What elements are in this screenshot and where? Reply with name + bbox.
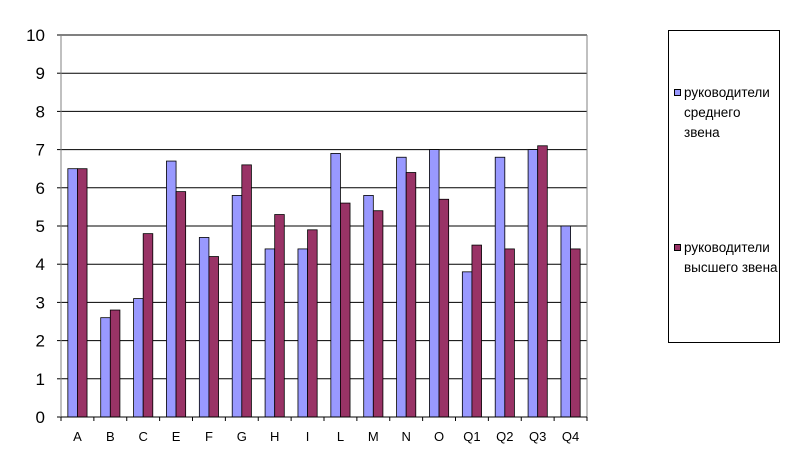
x-tick-label: G <box>237 429 247 444</box>
x-tick-label: Q1 <box>463 429 480 444</box>
bar-2-Q2 <box>504 248 515 418</box>
bar-2-E <box>175 191 187 418</box>
legend-swatch-series-2 <box>674 244 681 251</box>
x-tick-label: M <box>368 429 379 444</box>
bar-1-B <box>100 317 111 418</box>
bar-2-Q4 <box>570 248 581 418</box>
bar-1-I <box>297 248 308 418</box>
bar-1-C <box>133 298 144 418</box>
bar-2-I <box>307 229 318 418</box>
x-tick-label: Q3 <box>529 429 546 444</box>
bar-1-N <box>396 156 407 418</box>
x-tick-label: N <box>401 429 410 444</box>
y-tick-label: 2 <box>36 332 45 351</box>
x-tick-label: F <box>205 429 213 444</box>
bar-chart: 0 1 2 3 4 5 6 7 8 9 10 A B C E F G H I L M N O Q1 Q2 Q3 Q4 <box>26 26 588 444</box>
legend-swatch-series-1 <box>674 89 681 96</box>
x-tick-label: E <box>172 429 181 444</box>
bar-2-A <box>77 168 88 418</box>
bar-1-L <box>330 153 341 418</box>
legend-label-series-2: руководители высшего звена <box>684 240 778 275</box>
y-tick-label: 5 <box>36 217 45 236</box>
bar-2-L <box>340 202 351 418</box>
bar-1-Q2 <box>494 156 506 418</box>
y-tick-label: 9 <box>36 64 45 83</box>
bar-2-G <box>241 164 252 418</box>
x-tick-label: O <box>434 429 444 444</box>
y-tick-label: 10 <box>26 26 45 45</box>
x-tick-label: L <box>337 429 344 444</box>
bars <box>67 145 581 418</box>
bar-1-E <box>166 160 177 418</box>
bar-2-F <box>208 256 219 418</box>
x-tick-label: I <box>306 429 310 444</box>
bar-1-Q1 <box>461 271 473 418</box>
y-tick-label: 0 <box>36 408 45 427</box>
bar-1-Q3 <box>527 149 539 418</box>
x-tick-label: B <box>106 429 115 444</box>
x-tick-label: A <box>73 429 82 444</box>
bar-1-A <box>67 168 78 418</box>
y-tick-labels: 0 1 2 3 4 5 6 7 8 9 10 <box>26 26 45 427</box>
bar-2-Q3 <box>537 145 548 418</box>
bar-1-H <box>264 248 276 418</box>
axes <box>57 34 588 421</box>
bar-1-Q4 <box>560 225 571 418</box>
y-tick-label: 6 <box>36 179 45 198</box>
bar-2-M <box>372 210 384 418</box>
bar-1-O <box>429 149 440 418</box>
bar-2-H <box>274 214 285 418</box>
legend: руководители среднего звена руководители… <box>668 30 780 343</box>
bar-1-M <box>363 195 374 418</box>
bar-2-Q1 <box>471 244 482 418</box>
x-tick-labels: A B C E F G H I L M N O Q1 Q2 Q3 Q4 <box>73 429 579 444</box>
bar-2-O <box>438 198 450 418</box>
y-tick-label: 7 <box>36 141 45 160</box>
legend-item-series-2: руководители высшего звена <box>674 238 778 278</box>
x-tick-label: C <box>138 429 147 444</box>
y-tick-label: 3 <box>36 293 45 312</box>
bar-1-G <box>231 195 243 418</box>
x-tick-label: Q2 <box>496 429 513 444</box>
y-tick-label: 4 <box>36 255 45 274</box>
legend-item-series-1: руководители среднего звена <box>674 83 778 143</box>
y-tick-label: 8 <box>36 102 45 121</box>
y-tick-label: 1 <box>36 370 45 389</box>
x-tick-label: H <box>270 429 279 444</box>
bar-1-F <box>198 237 210 418</box>
legend-label-series-1: руководители среднего звена <box>684 85 770 140</box>
x-tick-label: Q4 <box>562 429 579 444</box>
bar-2-N <box>405 172 417 418</box>
bar-2-C <box>142 233 154 418</box>
bar-2-B <box>109 309 121 418</box>
